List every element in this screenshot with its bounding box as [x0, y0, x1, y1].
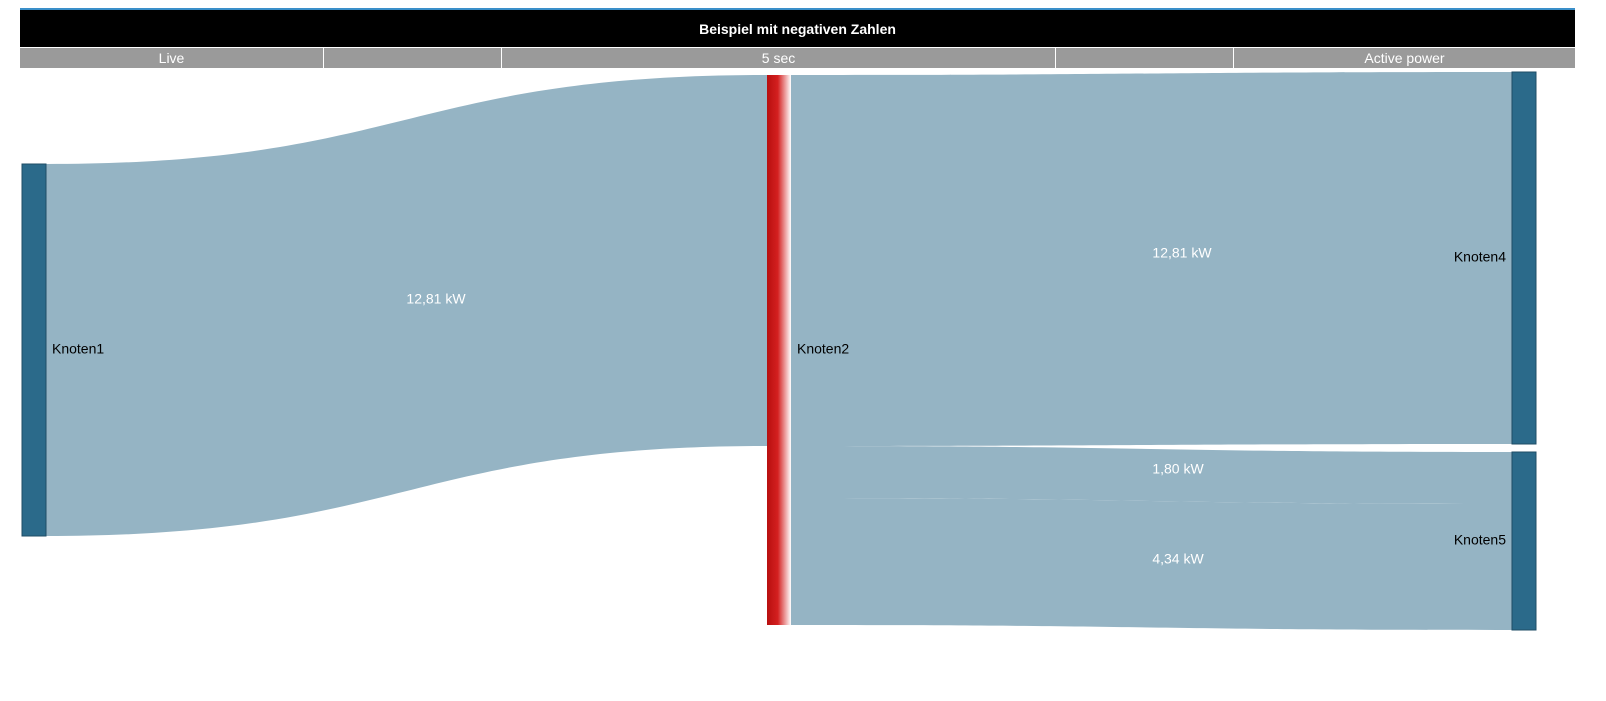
chart-title-text: Beispiel mit negativen Zahlen [699, 20, 896, 37]
sankey-node-knoten1[interactable] [21, 163, 47, 537]
toolbar-empty-1[interactable] [324, 48, 502, 68]
sankey-link-label-3: 4,34 kW [1152, 551, 1204, 567]
sankey-link-label-0: 12,81 kW [406, 291, 466, 307]
chart-title: Beispiel mit negativen Zahlen [20, 10, 1575, 47]
sankey-nodes [21, 71, 1537, 631]
sankey-node-knoten4[interactable] [1511, 71, 1537, 445]
toolbar-active-power[interactable]: Active power [1234, 48, 1575, 68]
sankey-link-label-2: 1,80 kW [1152, 461, 1204, 477]
toolbar-live[interactable]: Live [20, 48, 324, 68]
sankey-node-label-knoten4: Knoten4 [1454, 249, 1506, 265]
toolbar-interval[interactable]: 5 sec [502, 48, 1056, 68]
sankey-link-knoten2-knoten4-1[interactable] [791, 72, 1512, 446]
toolbar-empty-2[interactable] [1056, 48, 1234, 68]
sankey-node-label-knoten5: Knoten5 [1454, 532, 1506, 548]
chart-toolbar: Live 5 sec Active power [20, 48, 1575, 68]
title-accent-line [20, 8, 1575, 10]
sankey-node-label-knoten1: Knoten1 [52, 341, 104, 357]
sankey-node-knoten5[interactable] [1511, 451, 1537, 631]
sankey-labels: 12,81 kW 12,81 kW 1,80 kW 4,34 kW Knoten1 Kno… [52, 245, 1506, 567]
sankey-link-knoten2-knoten5-2[interactable] [791, 446, 1512, 504]
sankey-node-knoten2[interactable] [767, 75, 791, 625]
sankey-link-knoten2-knoten5-3[interactable] [791, 498, 1512, 630]
sankey-node-label-knoten2: Knoten2 [797, 341, 849, 357]
sankey-links [46, 72, 1512, 630]
sankey-link-label-1: 12,81 kW [1152, 245, 1212, 261]
sankey-link-knoten1-knoten2-0[interactable] [46, 75, 767, 536]
